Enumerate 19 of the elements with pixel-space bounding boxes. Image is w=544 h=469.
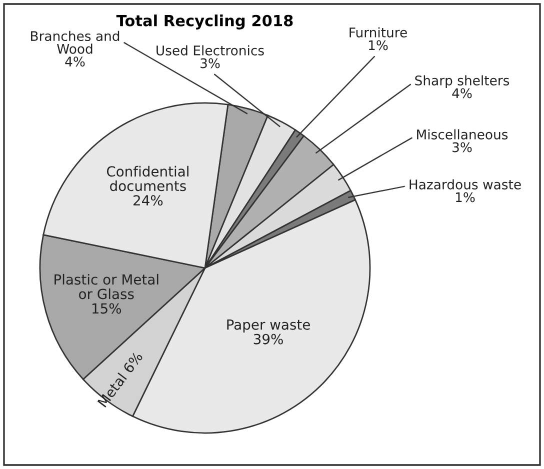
- data-label: 1%: [368, 40, 388, 50]
- slice-label: Sharp shelters: [415, 75, 510, 88]
- slice-label: Furniture: [350, 27, 407, 38]
- slice-label: Confidential documents: [106, 166, 188, 192]
- data-label: 4%: [452, 88, 472, 98]
- data-label: 3%: [200, 58, 220, 68]
- data-label: 24%: [134, 195, 163, 206]
- data-label: 3%: [452, 142, 472, 152]
- slice-label: Branches and Wood: [31, 30, 120, 54]
- slice-label: Hazardous waste: [410, 179, 521, 190]
- data-label: 4%: [65, 56, 85, 67]
- chart-title: Total Recycling 2018: [116, 14, 293, 30]
- slice-label: Paper waste: [227, 320, 310, 333]
- slice-label: Used Electronics: [156, 45, 264, 56]
- data-label: 39%: [254, 334, 283, 344]
- slice-label: Plastic or Metal or Glass: [54, 274, 158, 300]
- data-label: 1%: [456, 192, 475, 202]
- data-label: 15%: [92, 303, 122, 314]
- slice-label: Miscellaneous: [417, 129, 508, 140]
